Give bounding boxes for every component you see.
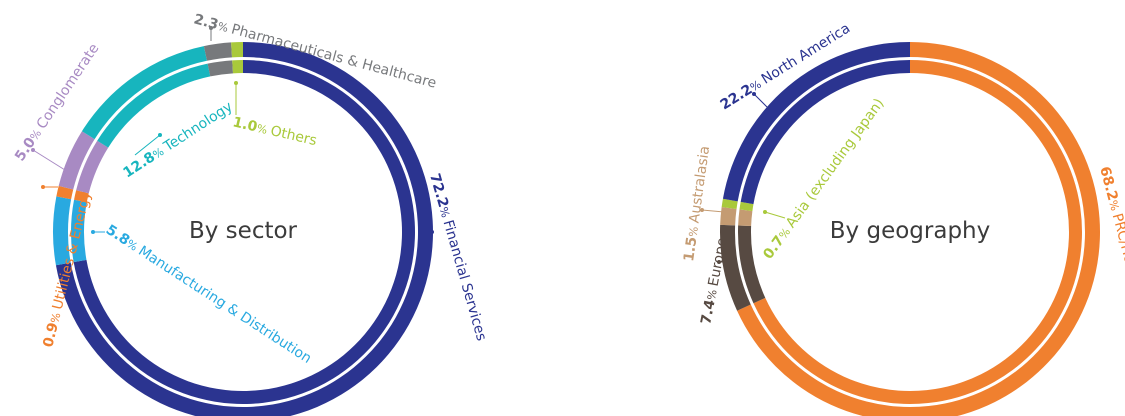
- label-australasia: 1.5% Australasia: [681, 145, 713, 263]
- slice-inner-asia-excluding-japan: [739, 201, 754, 212]
- leader-dot-others: [234, 81, 238, 85]
- label-value-prc-hong-kong: 68.2: [1096, 165, 1120, 203]
- label-percent-sign: %: [28, 124, 47, 143]
- label-percent-sign: %: [748, 76, 767, 94]
- leader-dot-north-america: [752, 92, 756, 96]
- label-percent-sign: %: [705, 285, 720, 301]
- slice-inner-others: [232, 60, 243, 74]
- label-value-australasia: 1.5: [681, 236, 700, 263]
- slice-utilities-energy: [56, 185, 74, 200]
- label-text-financial-services: Financial Services: [440, 218, 490, 342]
- geography-chart-title: By geography: [830, 218, 990, 244]
- label-text-technology: Technology: [160, 99, 235, 156]
- label-percent-sign: %: [256, 122, 273, 138]
- sector-chart-title: By sector: [189, 218, 298, 244]
- label-europe: 7.4% Europe: [698, 236, 730, 325]
- leader-conglomerate: [32, 149, 66, 171]
- slice-inner-north-america: [740, 60, 910, 205]
- label-text-manufacturing-distribution: Manufacturing & Distribution: [135, 243, 314, 367]
- label-value-europe: 7.4: [698, 298, 718, 326]
- label-others: 1.0% Others: [231, 114, 318, 149]
- label-value-pharmaceuticals-healthcare: 2.3: [192, 11, 220, 33]
- leader-australasia: [701, 209, 725, 213]
- slice-conglomerate: [58, 131, 95, 190]
- label-percent-sign: %: [687, 222, 702, 238]
- leader-north-america: [753, 93, 769, 109]
- leader-dot-utilities-energy: [41, 185, 45, 189]
- leader-dot-conglomerate: [31, 148, 35, 152]
- slice-europe: [720, 224, 751, 311]
- label-text-australasia: Australasia: [687, 145, 714, 224]
- slice-inner-utilities-energy: [74, 190, 89, 203]
- slice-asia-excluding-japan: [721, 198, 738, 209]
- leader-dot-technology: [158, 133, 162, 137]
- slice-australasia: [720, 207, 737, 226]
- slice-inner-pharmaceuticals-healthcare: [207, 60, 234, 77]
- label-prc-hong-kong: 68.2% PRC/Hong Kong: [1096, 165, 1125, 320]
- label-percent-sign: %: [48, 308, 64, 325]
- leader-technology: [134, 134, 161, 156]
- label-percent-sign: %: [151, 143, 170, 162]
- leader-dot-asia-excluding-japan: [763, 210, 767, 214]
- label-percent-sign: %: [1106, 199, 1122, 216]
- slice-inner-technology: [97, 63, 211, 148]
- leader-dot-europe: [717, 260, 721, 264]
- leader-dot-manufacturing-distribution: [91, 230, 95, 234]
- slice-inner-manufacturing-distribution: [71, 199, 87, 263]
- leader-dot-pharmaceuticals-healthcare: [209, 26, 213, 30]
- slice-inner-europe: [738, 225, 766, 304]
- label-text-prc-hong-kong: PRC/Hong Kong: [1109, 212, 1125, 321]
- label-percent-sign: %: [216, 20, 233, 36]
- label-percent-sign: %: [124, 237, 143, 256]
- leader-dot-prc-hong-kong: [1096, 230, 1100, 234]
- slice-manufacturing-distribution: [53, 196, 72, 266]
- label-value-utilities-energy: 0.9: [40, 321, 62, 349]
- leader-dot-australasia: [700, 208, 704, 212]
- label-value-others: 1.0: [231, 114, 259, 135]
- label-text-others: Others: [269, 123, 318, 149]
- slice-technology: [81, 46, 207, 140]
- leader-asia-excluding-japan: [764, 211, 786, 219]
- slice-inner-conglomerate: [76, 140, 109, 194]
- slice-north-america: [722, 42, 910, 202]
- slice-inner-australasia: [738, 209, 753, 227]
- label-financial-services: 72.2% Financial Services: [426, 172, 489, 343]
- slice-pharmaceuticals-healthcare: [203, 42, 233, 61]
- slice-others: [231, 42, 243, 58]
- label-percent-sign: %: [437, 205, 453, 222]
- leader-dot-financial-services: [430, 230, 434, 234]
